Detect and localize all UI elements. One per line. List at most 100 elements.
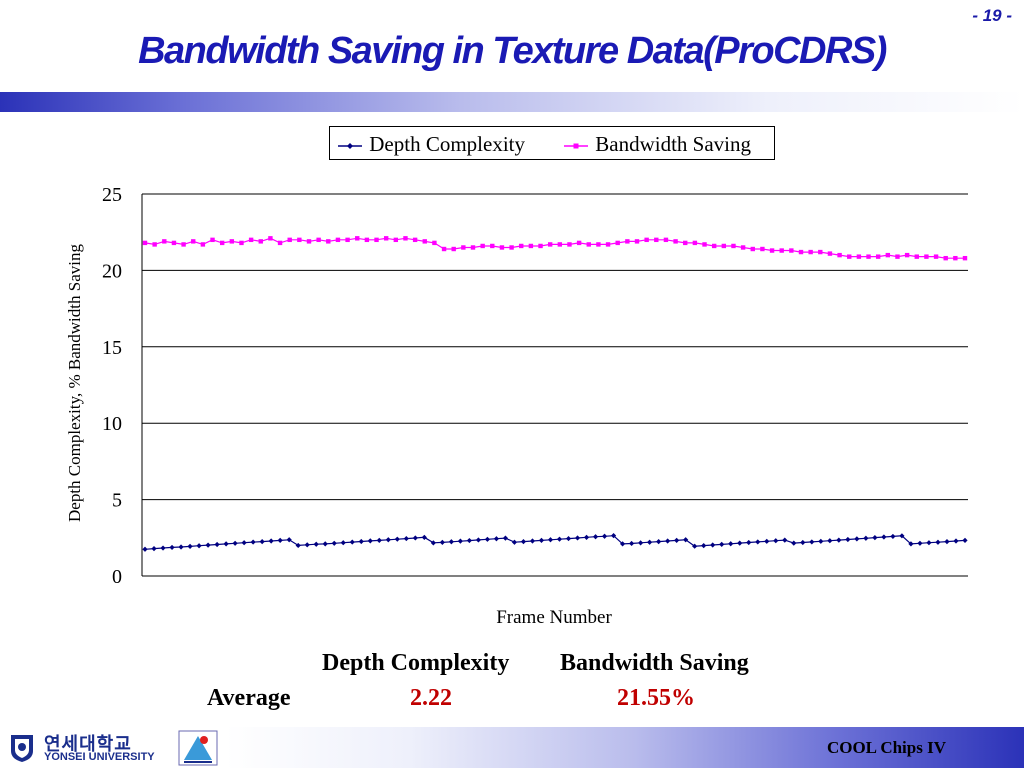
bandwidth-saving-point [258, 239, 263, 244]
bandwidth-saving-point [808, 249, 813, 255]
chart-legend: Depth Complexity Bandwidth Saving [329, 126, 775, 160]
depth-complexity-point [746, 539, 752, 546]
depth-complexity-point [854, 536, 860, 542]
depth-complexity-point [899, 533, 905, 539]
bandwidth-saving-point [277, 240, 283, 246]
depth-complexity-point [701, 542, 707, 549]
depth-complexity-point [322, 541, 328, 547]
bandwidth-saving-point [287, 237, 292, 243]
y-tick-label: 10 [102, 413, 122, 435]
bandwidth-saving-point [933, 254, 939, 259]
bandwidth-saving-point [943, 255, 948, 261]
bandwidth-saving-point [480, 243, 485, 249]
depth-complexity-point [286, 537, 292, 543]
depth-complexity-point [872, 535, 878, 541]
depth-complexity-point [710, 542, 716, 548]
depth-complexity-point [349, 539, 355, 545]
depth-complexity-point [439, 539, 445, 545]
depth-complexity-point [241, 540, 247, 546]
depth-complexity-point [250, 539, 256, 545]
depth-complexity-point [583, 534, 590, 540]
bandwidth-saving-point [191, 239, 196, 244]
series-line-bandwidth-saving [144, 237, 965, 259]
depth-complexity-point [187, 543, 193, 549]
bandwidth-saving-point [904, 252, 910, 258]
depth-complexity-point [520, 539, 527, 545]
depth-complexity-point [917, 540, 923, 546]
legend-swatch-depth-icon [338, 143, 362, 150]
bandwidth-saving-point [335, 237, 341, 243]
depth-complexity-point [935, 539, 941, 545]
depth-complexity-point [421, 534, 427, 540]
depth-complexity-point [223, 541, 229, 547]
depth-complexity-point [863, 535, 869, 541]
depth-complexity-point [962, 537, 968, 543]
depth-complexity-point [259, 539, 265, 545]
bandwidth-saving-point [692, 240, 698, 246]
bandwidth-saving-point [962, 255, 968, 261]
depth-complexity-point [764, 538, 770, 544]
legend-swatch-bandwidth-icon [564, 143, 588, 149]
bandwidth-saving-point [875, 254, 881, 259]
footer-bar [0, 727, 1024, 768]
depth-complexity-point [394, 536, 400, 542]
depth-complexity-point [638, 540, 644, 546]
bandwidth-saving-point [412, 237, 418, 243]
bandwidth-saving-point [383, 236, 389, 241]
depth-complexity-point [926, 540, 932, 546]
bandwidth-saving-point [142, 240, 148, 246]
bandwidth-saving-point [654, 237, 659, 243]
bandwidth-saving-point [422, 239, 427, 244]
depth-complexity-point [484, 536, 491, 542]
bandwidth-saving-point [847, 254, 852, 259]
depth-complexity-point [953, 538, 959, 544]
x-axis-label: Frame Number [496, 607, 612, 628]
bandwidth-saving-point [219, 240, 225, 246]
legend-label-bandwidth: Bandwidth Saving [595, 132, 751, 156]
depth-complexity-point [529, 538, 536, 544]
bandwidth-saving-point [268, 236, 273, 241]
depth-complexity-point [574, 535, 581, 541]
bandwidth-saving-point [953, 255, 958, 261]
page-number: - 19 - [972, 6, 1012, 25]
bandwidth-saving-point [605, 242, 611, 247]
summary-depth-value: 2.22 [410, 685, 452, 711]
bandwidth-saving-point [171, 240, 177, 246]
depth-complexity-point [845, 536, 851, 543]
depth-complexity-point [196, 543, 202, 549]
bandwidth-saving-point [393, 237, 399, 243]
bandwidth-saving-point [769, 248, 775, 253]
bandwidth-saving-point [711, 243, 717, 249]
bandwidth-saving-point [509, 245, 514, 250]
bandwidth-saving-point [702, 242, 707, 247]
bandwidth-saving-point [519, 243, 524, 249]
depth-complexity-point [448, 539, 454, 545]
bandwidth-saving-point [625, 239, 630, 244]
depth-complexity-point [304, 542, 310, 548]
depth-complexity-point [178, 544, 184, 550]
y-axis-label: Depth Complexity, % Bandwidth Saving [65, 244, 84, 522]
bandwidth-saving-point [316, 237, 321, 243]
bandwidth-saving-point [673, 239, 678, 244]
depth-complexity-point [601, 533, 608, 539]
bandwidth-saving-point [914, 254, 919, 259]
depth-complexity-point [674, 537, 680, 543]
depth-complexity-point [358, 538, 364, 545]
university-logo-icon [11, 735, 33, 762]
y-tick-label: 25 [102, 184, 122, 206]
depth-complexity-point [331, 540, 337, 546]
bandwidth-saving-point [567, 242, 572, 247]
university-name-korean: 연세대학교 [44, 734, 132, 755]
bandwidth-saving-point [760, 246, 765, 252]
depth-complexity-point [412, 535, 418, 541]
summary-header-bandwidth: Bandwidth Saving [560, 650, 749, 676]
depth-complexity-point [556, 536, 563, 542]
bandwidth-saving-point [634, 239, 640, 244]
bandwidth-saving-point [779, 248, 784, 253]
depth-complexity-point [683, 537, 689, 543]
depth-complexity-point [619, 541, 626, 547]
depth-complexity-point [295, 542, 301, 549]
depth-complexity-point [665, 538, 671, 544]
depth-complexity-point [475, 537, 482, 543]
y-tick-label: 0 [112, 566, 122, 588]
